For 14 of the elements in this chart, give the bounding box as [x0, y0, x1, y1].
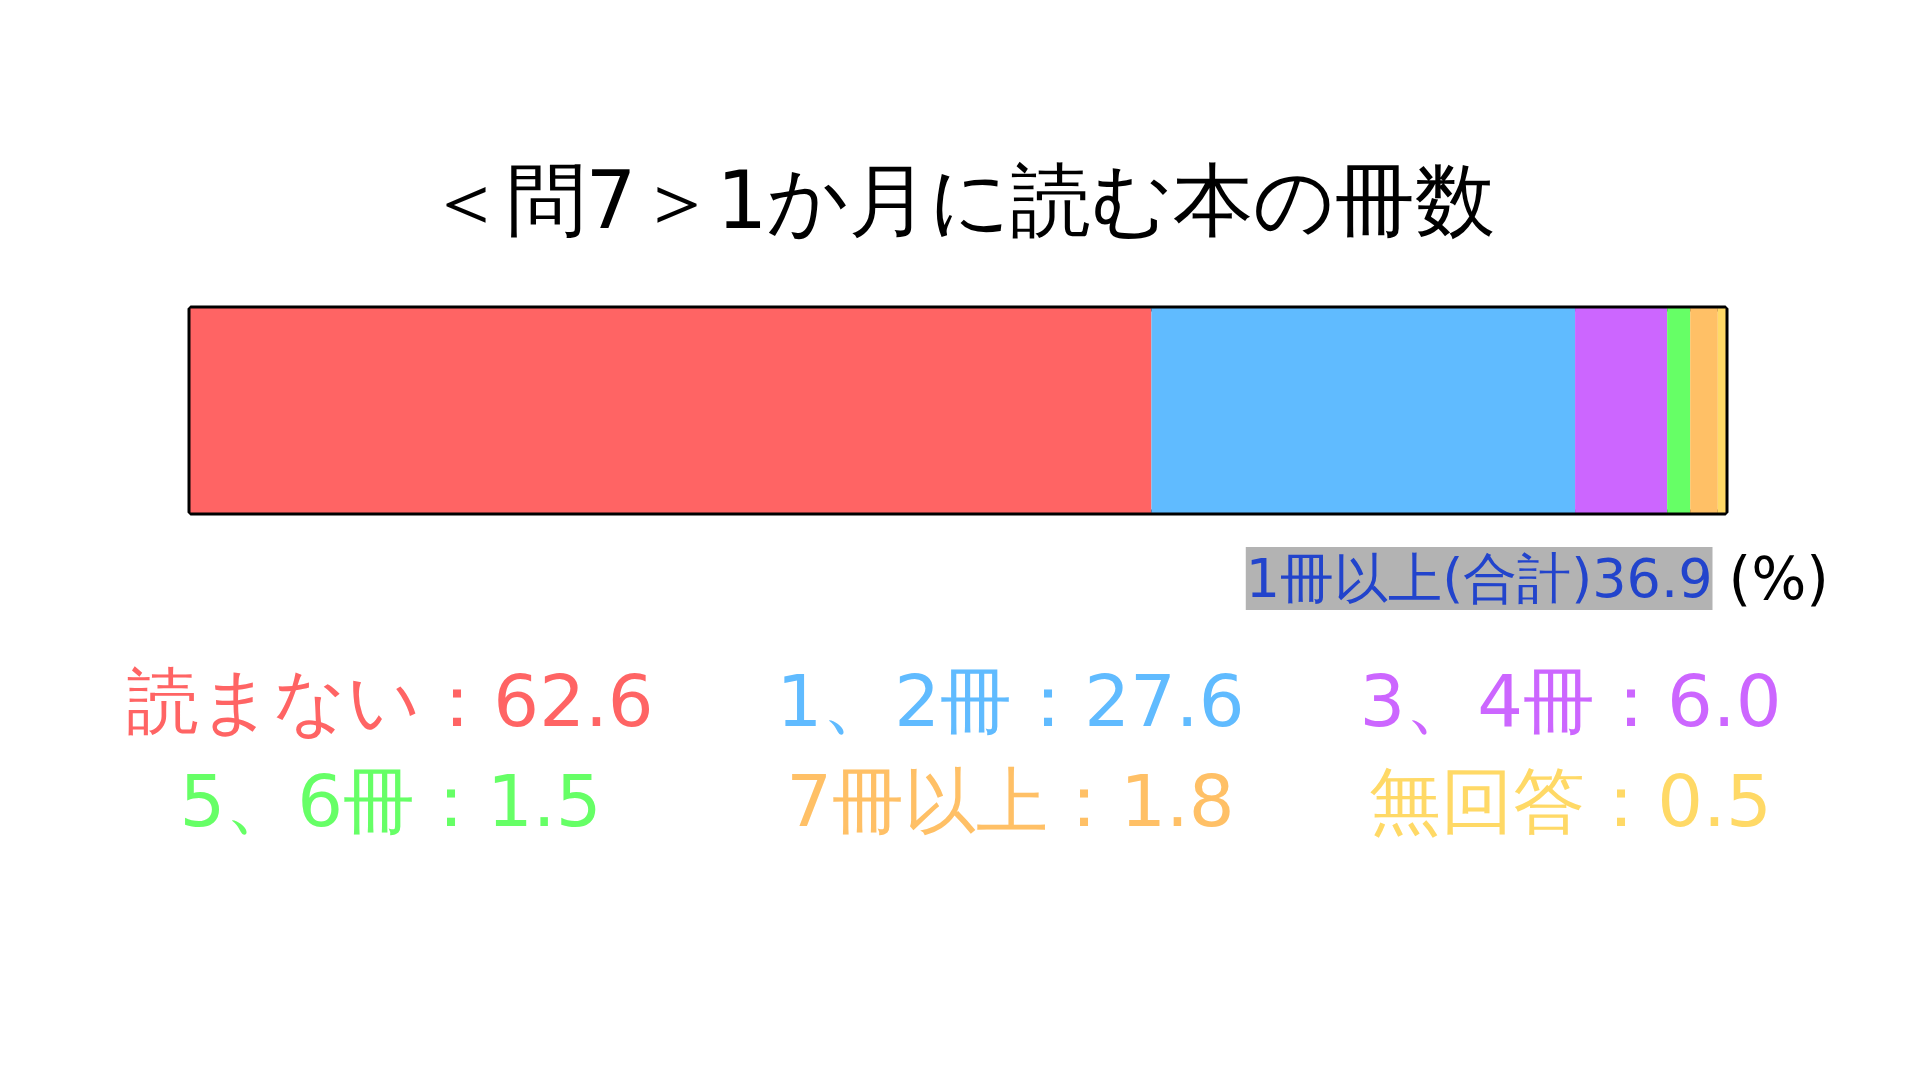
text: 読まない：62.6 [127, 658, 654, 743]
text: 1、2冊：27.6 [776, 658, 1245, 743]
bar [1717, 308, 1726, 513]
bar [1667, 308, 1691, 513]
text: 1冊以上(合計)36.9 [1245, 547, 1713, 610]
chart-title: ＜問7＞1か月に読む本の冊数 [425, 154, 1496, 247]
text: 3、4冊：6.0 [1359, 658, 1782, 743]
bar [1151, 308, 1576, 513]
text: 7冊以上：1.8 [786, 758, 1235, 843]
bar [1690, 308, 1718, 513]
text: (%) [1728, 544, 1829, 613]
bar [1575, 308, 1668, 513]
text: 5、6冊：1.5 [179, 758, 602, 843]
text: 無回答：0.5 [1369, 758, 1772, 843]
